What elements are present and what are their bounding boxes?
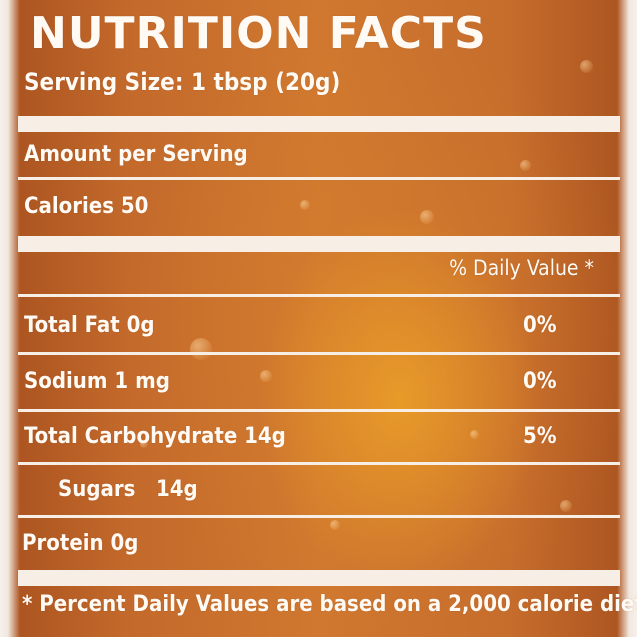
divider — [18, 409, 620, 412]
nutrient-percent: 5% — [523, 424, 557, 449]
jar-edge-left — [0, 0, 20, 637]
footnote: * Percent Daily Values are based on a 2,… — [22, 592, 637, 617]
bubble — [260, 370, 272, 382]
label-title: NUTRITION FACTS — [30, 8, 487, 59]
bubble — [330, 520, 340, 530]
divider — [18, 352, 620, 355]
divider-thick — [18, 570, 620, 586]
amount-per-serving: Amount per Serving — [24, 142, 248, 167]
nutrient-label: Total Carbohydrate 14g — [24, 424, 286, 449]
bubble — [140, 440, 148, 448]
divider — [18, 515, 620, 518]
divider — [18, 177, 620, 180]
nutrient-percent: 0% — [523, 313, 557, 338]
divider-thick — [18, 236, 620, 252]
divider — [18, 294, 620, 297]
divider — [18, 462, 620, 465]
sugars-label: Sugars — [58, 477, 136, 502]
nutrient-label: Total Fat 0g — [24, 313, 155, 338]
calories: Calories 50 — [24, 194, 149, 219]
serving-size: Serving Size: 1 tbsp (20g) — [24, 68, 341, 96]
nutrient-label: Sodium 1 mg — [24, 369, 170, 394]
daily-value-header: % Daily Value * — [449, 256, 594, 280]
divider-thick — [18, 116, 620, 132]
bubble — [560, 500, 572, 512]
protein: Protein 0g — [22, 531, 139, 556]
jar-edge-right — [617, 0, 637, 637]
bubble — [470, 430, 479, 439]
bubble — [580, 60, 593, 73]
sugars-amount: 14g — [156, 477, 198, 502]
bubble — [520, 160, 531, 171]
bubble — [300, 200, 310, 210]
bubble — [190, 338, 212, 360]
bubble — [420, 210, 434, 224]
nutrient-percent: 0% — [523, 369, 557, 394]
